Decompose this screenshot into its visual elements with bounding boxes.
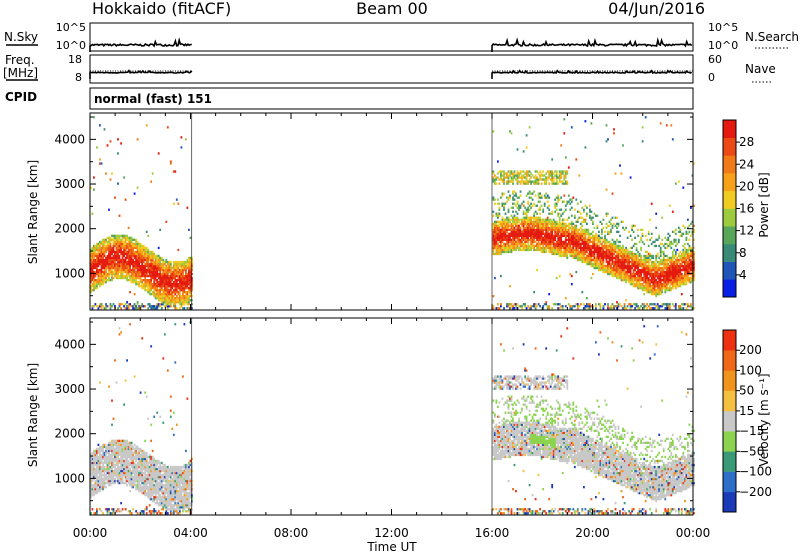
- nsearch-tick-bottom: 10^0: [708, 39, 738, 52]
- colorbar-tick-label: 12: [739, 224, 754, 238]
- colorbar-swatch: [723, 120, 736, 138]
- nsky-tick-bottom: 10^0: [56, 39, 86, 52]
- colorbar-swatch: [723, 350, 736, 371]
- y-tick-label: 1000: [54, 266, 85, 280]
- nave-label: Nave: [745, 62, 776, 76]
- y-tick-label: 3000: [54, 177, 85, 191]
- colorbar-tick-label: 100: [739, 363, 762, 377]
- y-tick-label: 4000: [54, 337, 85, 351]
- power-panel: 1000 2000 3000 4000 Slant Range [km] 28 24 20…: [26, 112, 771, 311]
- freq-unit-label: [MHz]: [3, 66, 38, 80]
- station-title: Hokkaido (fitACF): [92, 0, 231, 18]
- colorbar-tick-label: 8: [739, 246, 747, 260]
- colorbar-swatch: [723, 208, 736, 227]
- nsky-panel: N.Sky 10^5 10^0 10^5 10^0 N.Search: [4, 21, 799, 52]
- colorbar-tick-label: −200: [739, 485, 772, 499]
- colorbar-swatch: [723, 155, 736, 174]
- power-colorbar-label: Power [dB]: [757, 172, 771, 237]
- velocity-ylabel: Slant Range [km]: [26, 363, 40, 467]
- x-tick-label: 12:00: [374, 526, 409, 540]
- colorbar-swatch: [723, 431, 736, 452]
- colorbar-swatch: [723, 243, 736, 262]
- colorbar-tick-label: 200: [739, 343, 762, 357]
- y-tick-label: 2000: [54, 427, 85, 441]
- colorbar-swatch: [723, 390, 736, 412]
- cpid-label: CPID: [5, 90, 37, 104]
- colorbar-tick-label: −100: [739, 465, 772, 479]
- colorbar-tick-label: 4: [739, 268, 747, 282]
- colorbar-swatch: [723, 137, 736, 156]
- colorbar-swatch: [723, 261, 736, 280]
- colorbar-swatch: [723, 279, 736, 298]
- nsearch-tick-top: 10^5: [708, 21, 738, 34]
- freq-panel: Freq. [MHz] 18 8 60 0 Nave: [3, 53, 776, 84]
- colorbar-tick-label: 28: [739, 135, 754, 149]
- colorbar-swatch: [723, 226, 736, 245]
- power-colorbar: 28 24 20 16 12 8 4: [722, 119, 754, 298]
- colorbar-tick-label: 15: [739, 404, 754, 418]
- colorbar-swatch: [723, 491, 736, 513]
- freq-tick-bottom: 8: [75, 71, 82, 84]
- beam-title: Beam 00: [356, 0, 428, 18]
- y-tick-label: 2000: [54, 222, 85, 236]
- nave-tick-bottom: 0: [708, 71, 715, 84]
- x-tick-label: 16:00: [475, 526, 510, 540]
- colorbar-tick-label: 16: [739, 202, 754, 216]
- date-title: 04/Jun/2016: [608, 0, 705, 18]
- x-tick-label: 00:00: [73, 526, 108, 540]
- x-axis: 00:00 04:00 08:00 12:00 16:00 20:00 00:00: [73, 526, 711, 540]
- colorbar-swatch: [723, 471, 736, 493]
- x-axis-label: Time UT: [366, 540, 417, 554]
- colorbar-swatch: [723, 370, 736, 391]
- x-tick-label: 00:00: [676, 526, 711, 540]
- power-ylabel: Slant Range [km]: [26, 160, 40, 264]
- velocity-colorbar: 200 100 50 15 −15 −50 −100 −200: [722, 329, 772, 513]
- y-tick-label: 3000: [54, 382, 85, 396]
- x-tick-label: 08:00: [274, 526, 309, 540]
- nsky-trace: [89, 37, 693, 52]
- x-tick-label: 04:00: [173, 526, 208, 540]
- colorbar-swatch: [723, 451, 736, 472]
- nave-tick-top: 60: [708, 53, 722, 66]
- colorbar-tick-label: 24: [739, 157, 754, 171]
- colorbar-tick-label: 50: [739, 384, 754, 398]
- velocity-data: [90, 321, 695, 515]
- y-tick-label: 4000: [54, 132, 85, 146]
- cpid-panel: CPID normal (fast) 151: [5, 87, 694, 110]
- cpid-value: normal (fast) 151: [94, 92, 212, 106]
- nsky-tick-top: 10^5: [56, 21, 86, 34]
- colorbar-swatch: [723, 190, 736, 209]
- nsearch-label: N.Search: [745, 30, 799, 44]
- colorbar-swatch: [723, 410, 736, 432]
- freq-label: Freq.: [5, 53, 35, 67]
- nsky-label: N.Sky: [4, 30, 38, 44]
- colorbar-tick-label: −50: [739, 444, 764, 458]
- velocity-colorbar-label: Velocity [m s⁻¹]: [757, 373, 771, 466]
- freq-trace: [89, 69, 693, 79]
- colorbar-swatch: [723, 330, 736, 351]
- freq-tick-top: 18: [68, 53, 82, 66]
- power-data: [90, 116, 695, 310]
- colorbar-tick-label: −15: [739, 424, 764, 438]
- y-tick-label: 1000: [54, 471, 85, 485]
- colorbar-swatch: [723, 173, 736, 192]
- colorbar-tick-label: 20: [739, 179, 754, 193]
- x-tick-label: 20:00: [575, 526, 610, 540]
- velocity-panel: 1000 2000 3000 4000 Slant Range [km] 200 100…: [26, 317, 772, 516]
